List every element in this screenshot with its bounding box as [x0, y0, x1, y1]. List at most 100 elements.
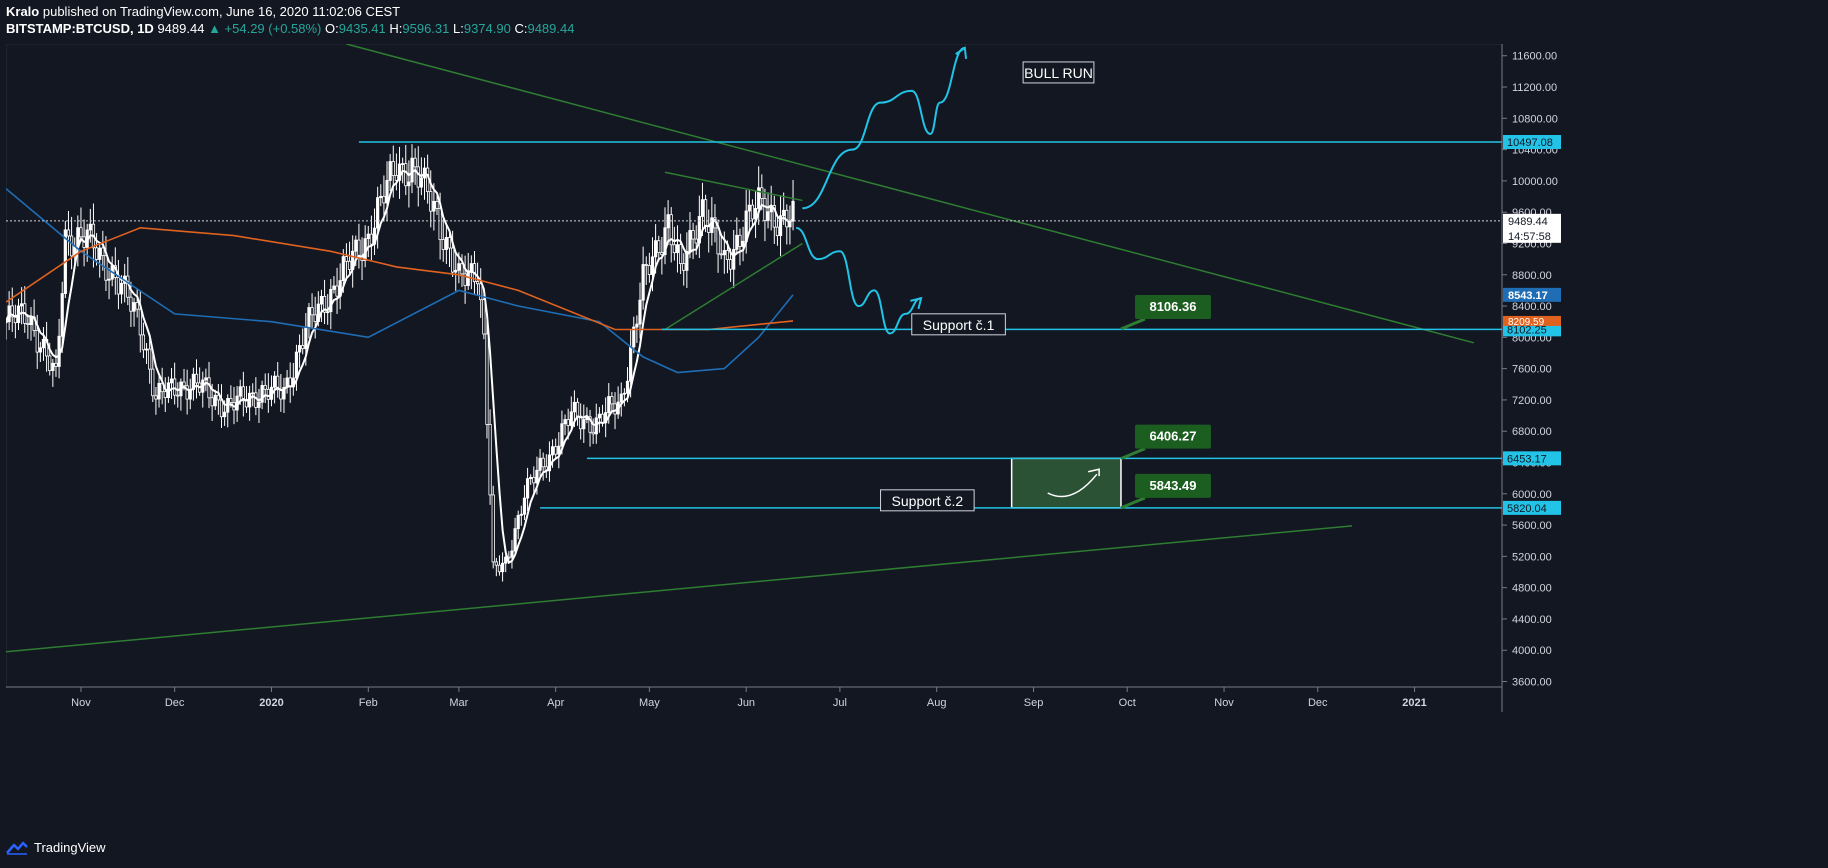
published-text: published on TradingView.com, June 16, 2…	[42, 4, 401, 19]
candle-body	[98, 247, 102, 260]
candle-body	[69, 235, 74, 257]
candle-body	[326, 311, 330, 314]
low-value: 9374.90	[463, 21, 511, 36]
projection-curve	[1047, 473, 1098, 498]
candle-body	[279, 389, 283, 400]
y-tick-label: 8800.00	[1512, 270, 1552, 282]
candle-body	[154, 395, 158, 400]
candle-body	[775, 226, 780, 237]
callout-price-label: 6406.27	[1149, 429, 1196, 444]
chart-container[interactable]: 11600.00 11200.00 10800.00 10400.00 10000.00…	[4, 43, 1828, 839]
candle-body	[694, 238, 698, 244]
author-name[interactable]: Kralo	[6, 4, 40, 19]
candle-body	[644, 264, 648, 266]
candle-body	[747, 204, 751, 212]
callout-box	[1134, 473, 1211, 498]
footer-brand[interactable]: TradingView	[6, 840, 106, 855]
projection-box	[1010, 457, 1122, 509]
candle-body	[241, 386, 245, 402]
candle-body	[169, 378, 174, 384]
candle-body	[238, 386, 242, 397]
candle-body	[510, 550, 514, 558]
y-tick-label: 5200.00	[1512, 551, 1552, 563]
candle-body	[460, 263, 464, 275]
candle-body	[451, 247, 455, 273]
y-tick-label: 3600.00	[1512, 677, 1552, 689]
footer-brand-text: TradingView	[34, 840, 106, 855]
candle-body	[550, 446, 555, 456]
candle-body	[307, 307, 311, 329]
candle-body	[10, 305, 14, 318]
candle-body	[444, 237, 448, 250]
x-tick-label: Feb	[359, 697, 378, 709]
candle-body	[319, 295, 324, 305]
candle-body	[157, 382, 161, 400]
candle-body	[94, 247, 99, 260]
candle-body	[419, 177, 423, 188]
candle-body	[563, 419, 567, 425]
x-tick-label: 2020	[259, 697, 283, 709]
trendline	[346, 43, 1475, 344]
annotation-box	[880, 489, 975, 512]
projection-bear-arrow-icon	[910, 296, 923, 310]
candle-body	[407, 181, 411, 187]
candle-body	[229, 398, 233, 403]
price-change: ▲ +54.29 (+0.58%)	[208, 21, 322, 36]
candle-body	[116, 277, 121, 295]
y-tick-label: 10800.00	[1512, 113, 1558, 125]
level-price-tag	[1503, 500, 1561, 515]
candle-body	[251, 392, 255, 395]
candle-body	[566, 419, 570, 426]
candle-body	[207, 377, 211, 399]
candle-body	[772, 205, 776, 228]
current-price-label: 9489.44	[1508, 216, 1548, 228]
candle-body	[254, 392, 258, 408]
candle-body	[135, 302, 139, 310]
candle-body	[51, 362, 55, 372]
candle-body	[600, 413, 605, 424]
x-tick-label: Sep	[1024, 697, 1044, 709]
candle-body	[88, 223, 92, 231]
candle-body	[782, 209, 786, 217]
price-chart[interactable]: 11600.0011200.0010800.0010400.0010000.00…	[4, 43, 1828, 834]
candle-body	[191, 373, 195, 390]
candle-body	[635, 323, 639, 328]
candle-body	[385, 180, 389, 204]
candle-body	[479, 283, 483, 301]
candle-body	[119, 282, 124, 295]
candle-body	[41, 338, 46, 349]
y-tick-label: 8400.00	[1512, 301, 1552, 313]
y-tick-label: 7200.00	[1512, 395, 1552, 407]
candle-body	[691, 230, 695, 240]
callout-pointer	[1120, 317, 1146, 331]
y-tick-label: 5600.00	[1512, 520, 1552, 532]
candle-body	[719, 253, 723, 256]
candle-body	[763, 198, 767, 221]
candle-body	[410, 157, 414, 183]
candle-body	[332, 285, 336, 290]
level-price-label: 6453.17	[1507, 453, 1547, 465]
callout-price-label: 5843.49	[1149, 478, 1196, 493]
y-tick-label: 11200.00	[1512, 82, 1557, 94]
candle-body	[151, 368, 155, 397]
candle-body	[401, 163, 405, 166]
candle-body	[735, 234, 739, 250]
x-tick-label: Dec	[165, 697, 185, 709]
projection-bull-path	[802, 46, 966, 210]
candle-body	[35, 330, 39, 353]
tradingview-logo-icon	[6, 841, 28, 855]
candle-body	[379, 195, 383, 199]
candle-body	[173, 378, 177, 396]
candle-body	[738, 234, 742, 247]
candle-body	[272, 375, 277, 388]
candle-body	[791, 200, 795, 222]
candle-body	[728, 259, 733, 270]
y-tick-label: 6000.00	[1512, 489, 1552, 501]
candle-body	[429, 191, 433, 212]
candle-body	[29, 316, 33, 325]
level-price-label: 8102.25	[1507, 324, 1547, 336]
trendline	[5, 525, 1353, 653]
candle-body	[597, 413, 602, 419]
candle-body	[132, 302, 136, 312]
candle-body	[404, 163, 408, 187]
